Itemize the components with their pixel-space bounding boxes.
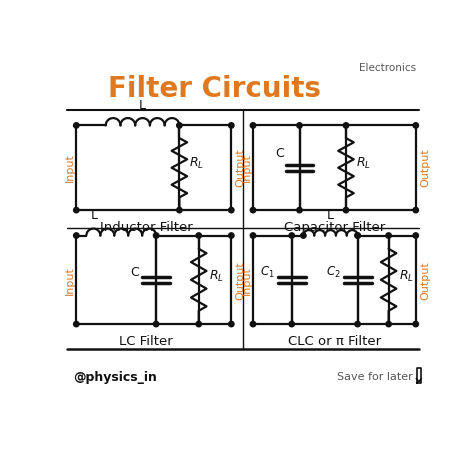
Circle shape	[177, 208, 182, 213]
Text: Input: Input	[242, 266, 252, 295]
Text: L: L	[327, 209, 334, 222]
Circle shape	[413, 208, 419, 213]
Text: $R_L$: $R_L$	[399, 269, 414, 284]
Circle shape	[386, 233, 392, 238]
Text: CLC or π Filter: CLC or π Filter	[288, 335, 381, 347]
Circle shape	[73, 123, 79, 128]
Text: L: L	[90, 209, 97, 222]
Text: C: C	[275, 147, 284, 160]
Circle shape	[413, 123, 419, 128]
Text: Electronics: Electronics	[359, 63, 416, 73]
Circle shape	[73, 321, 79, 327]
Text: C: C	[130, 266, 139, 279]
Circle shape	[154, 321, 159, 327]
Text: $R_L$: $R_L$	[209, 269, 224, 284]
Text: L: L	[139, 99, 146, 111]
Circle shape	[250, 233, 255, 238]
Circle shape	[228, 321, 234, 327]
Circle shape	[250, 123, 255, 128]
Circle shape	[289, 233, 294, 238]
Circle shape	[355, 321, 360, 327]
Text: Input: Input	[65, 266, 75, 295]
Text: @physics_in: @physics_in	[73, 371, 157, 383]
Text: Inductor Filter: Inductor Filter	[100, 220, 192, 234]
Circle shape	[355, 233, 360, 238]
Circle shape	[289, 321, 294, 327]
Text: Input: Input	[65, 153, 75, 182]
Circle shape	[250, 208, 255, 213]
Circle shape	[228, 123, 234, 128]
Circle shape	[228, 208, 234, 213]
Text: Capacitor Filter: Capacitor Filter	[284, 220, 385, 234]
Circle shape	[343, 208, 349, 213]
Text: $R_L$: $R_L$	[356, 156, 371, 172]
Circle shape	[73, 233, 79, 238]
Circle shape	[297, 123, 302, 128]
Text: LC Filter: LC Filter	[119, 335, 173, 347]
Circle shape	[301, 233, 306, 238]
Circle shape	[196, 233, 201, 238]
Circle shape	[177, 123, 182, 128]
Circle shape	[154, 233, 159, 238]
Circle shape	[386, 321, 392, 327]
Circle shape	[413, 321, 419, 327]
Circle shape	[355, 233, 360, 238]
Text: Output: Output	[420, 261, 430, 300]
Circle shape	[250, 321, 255, 327]
Text: $R_L$: $R_L$	[190, 156, 204, 172]
Circle shape	[73, 208, 79, 213]
Text: Input: Input	[242, 153, 252, 182]
Circle shape	[297, 208, 302, 213]
Circle shape	[196, 321, 201, 327]
Text: $C_2$: $C_2$	[326, 265, 341, 280]
Circle shape	[413, 233, 419, 238]
Text: Output: Output	[420, 148, 430, 187]
Text: Output: Output	[236, 261, 246, 300]
Text: Save for later: Save for later	[337, 372, 413, 382]
Text: Output: Output	[236, 148, 246, 187]
Text: Filter Circuits: Filter Circuits	[108, 75, 321, 103]
Circle shape	[228, 233, 234, 238]
Text: $C_1$: $C_1$	[260, 265, 275, 280]
Circle shape	[343, 123, 349, 128]
